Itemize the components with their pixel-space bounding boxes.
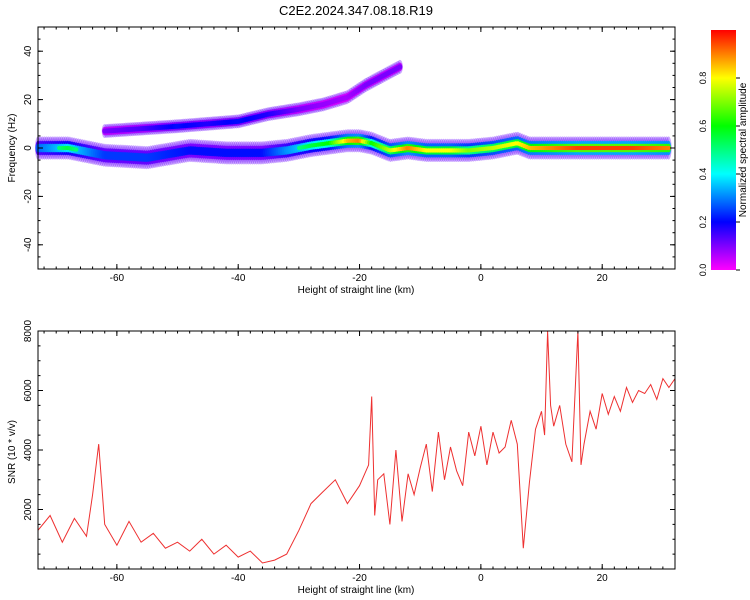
spectrogram-y-tick-label: -20	[23, 189, 34, 204]
spectrogram-main-band-core	[666, 145, 671, 151]
snr-x-tick-label: 20	[597, 573, 609, 584]
spectrogram-y-label: Frequency (Hz)	[7, 114, 18, 183]
snr-x-tick-label: -40	[231, 573, 246, 584]
snr-x-ticks: -60 -40 -20 0 20	[43, 331, 676, 584]
spectrogram-x-label: Height of straight line (km)	[298, 285, 415, 296]
colorbar-bar	[711, 30, 736, 270]
colorbar-tick-label: 0.6	[698, 120, 708, 133]
spectrogram-x-tick-label: 0	[478, 273, 484, 284]
colorbar-ticks: 0.0 0.2 0.4 0.6 0.8	[698, 72, 740, 277]
snr-x-tick-label: -60	[110, 573, 125, 584]
spectrogram-y-tick-label: 20	[23, 94, 34, 106]
snr-y-ticks: 2000 4000 6000 8000	[23, 319, 675, 570]
spectrogram-x-ticks: -60 -40 -20 0 20	[43, 27, 676, 284]
snr-x-label: Height of straight line (km)	[298, 585, 415, 596]
spectrogram-marks	[35, 59, 672, 170]
snr-x-tick-label: 0	[478, 573, 484, 584]
colorbar-tick-label: 0.2	[698, 216, 708, 229]
snr-plot-area	[38, 331, 675, 569]
spectrogram-y-ticks: -40 -20 0 20 40	[23, 26, 675, 270]
spectrogram-x-tick-label: -40	[231, 273, 246, 284]
colorbar-tick-label: 0.0	[698, 264, 708, 277]
colorbar: 0.0 0.2 0.4 0.6 0.8 Normalized spectral ampl…	[698, 30, 749, 276]
colorbar-tick-label: 0.4	[698, 168, 708, 181]
snr-y-tick-label: 8000	[23, 319, 34, 342]
colorbar-label: Normalized spectral amplitude	[738, 82, 749, 217]
spectrogram-x-tick-label: 20	[597, 273, 609, 284]
spectrogram-main-band-core	[74, 147, 79, 152]
spectrogram-x-tick-label: -60	[110, 273, 125, 284]
spectrogram-y-tick-label: 40	[23, 45, 34, 57]
snr-x-tick-label: -20	[352, 573, 367, 584]
spectrogram-y-tick-label: 0	[23, 145, 34, 151]
snr-y-tick-label: 2000	[23, 498, 34, 521]
snr-panel: -60 -40 -20 0 20 2000 4000 6000 8000 Height of …	[7, 319, 676, 596]
snr-y-tick-label: 6000	[23, 379, 34, 402]
snr-y-tick-label: 4000	[23, 438, 34, 461]
spectrogram-x-tick-label: -20	[352, 273, 367, 284]
snr-y-label: SNR (10 * v/v)	[7, 420, 18, 484]
colorbar-tick-label: 0.8	[698, 72, 708, 85]
spectrogram-secondary-band-mid	[397, 64, 403, 70]
spectrogram-y-tick-label: -40	[23, 237, 34, 252]
snr-series-line	[37, 330, 676, 564]
figure-title: C2E2.2024.347.08.18.R19	[279, 3, 433, 18]
spectrogram-panel: -60 -40 -20 0 20 -40 -20 0 20 40 Height of strai…	[7, 26, 676, 296]
